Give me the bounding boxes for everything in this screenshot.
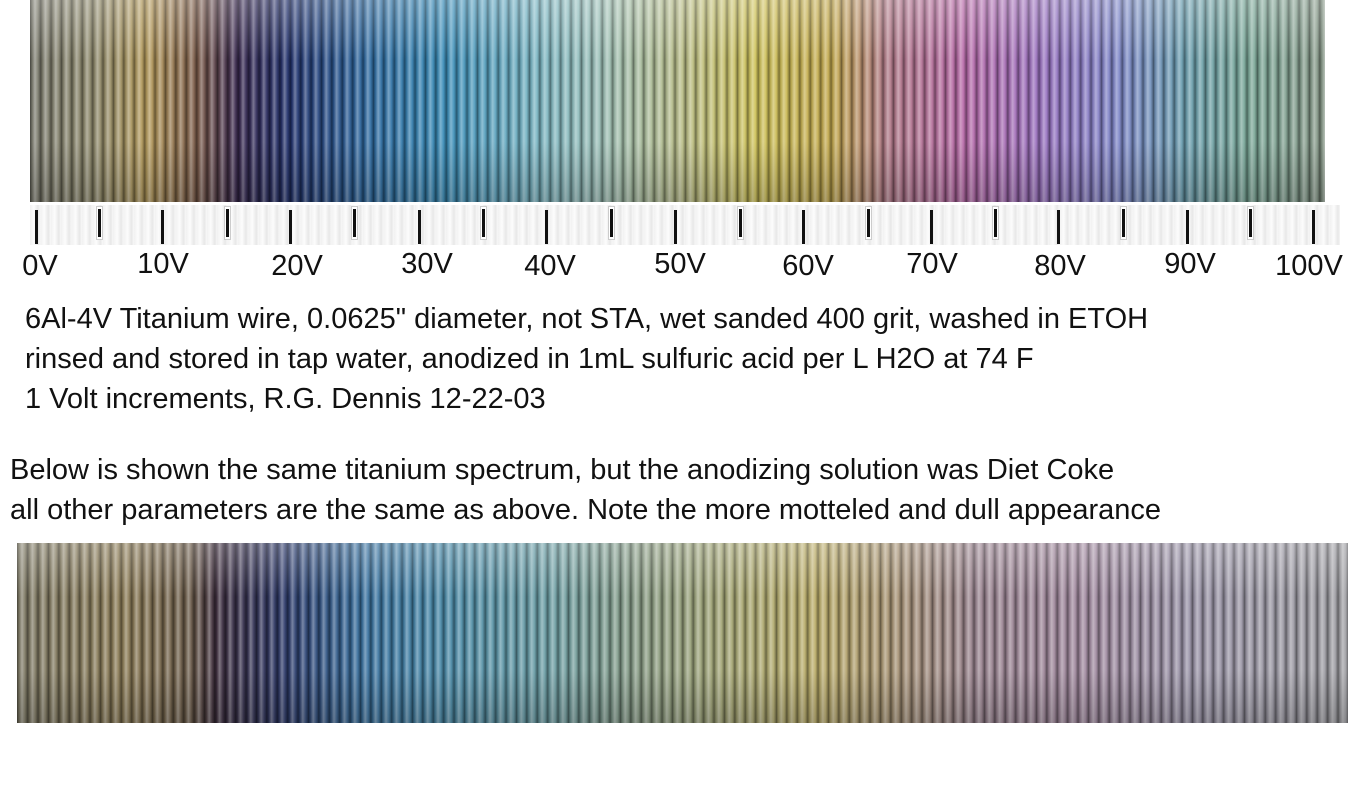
voltage-label: 10V [137, 248, 189, 280]
minor-tick [608, 206, 615, 240]
voltage-label: 0V [22, 250, 58, 282]
major-tick [1057, 210, 1060, 244]
wire-strip-sulfuric [30, 0, 1325, 202]
minor-tick [480, 206, 487, 240]
voltage-label: 100V [1275, 250, 1343, 282]
wire-strip-diet-coke [17, 543, 1348, 723]
major-tick [930, 210, 933, 244]
description-line: rinsed and stored in tap water, anodized… [25, 343, 1034, 375]
major-tick [35, 210, 38, 244]
note-line: Below is shown the same titanium spectru… [10, 454, 1115, 486]
major-tick [418, 210, 421, 244]
major-tick [674, 210, 677, 244]
voltage-label: 50V [654, 248, 706, 280]
description-line: 1 Volt increments, R.G. Dennis 12-22-03 [25, 383, 546, 415]
note-line: all other parameters are the same as abo… [10, 494, 1162, 526]
voltage-label: 30V [401, 248, 453, 280]
minor-tick [1120, 206, 1127, 240]
major-tick [289, 210, 292, 244]
major-tick [802, 210, 805, 244]
minor-tick [992, 206, 999, 240]
major-tick [545, 210, 548, 244]
minor-tick [865, 206, 872, 240]
voltage-label: 60V [782, 250, 834, 282]
voltage-label: 90V [1164, 248, 1216, 280]
minor-tick [1247, 206, 1254, 240]
major-tick [161, 210, 164, 244]
major-tick [1186, 210, 1189, 244]
voltage-label: 80V [1034, 250, 1086, 282]
major-tick [1312, 210, 1315, 244]
minor-tick [737, 206, 744, 240]
minor-tick [351, 206, 358, 240]
minor-tick [96, 206, 103, 240]
minor-tick [224, 206, 231, 240]
voltage-label: 40V [524, 250, 576, 282]
description-line: 6Al-4V Titanium wire, 0.0625" diameter, … [25, 303, 1149, 335]
voltage-label: 70V [906, 248, 958, 280]
voltage-label: 20V [271, 250, 323, 282]
